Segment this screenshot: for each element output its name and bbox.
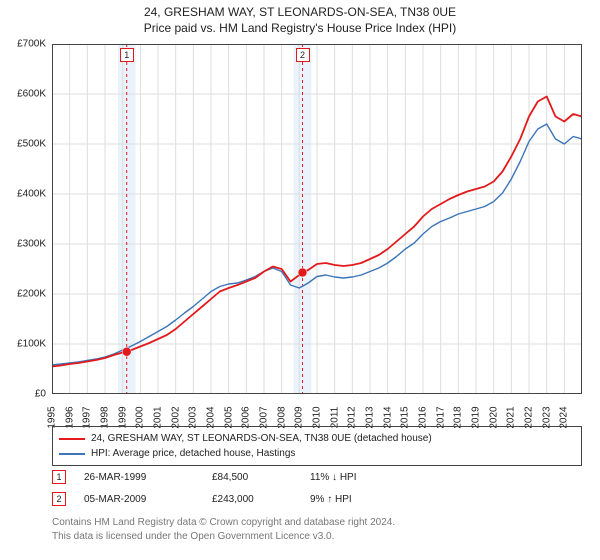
- legend-swatch: [59, 438, 85, 440]
- y-tick-label: £100K: [17, 339, 46, 350]
- sale-row: 1 26-MAR-1999 £84,500 11% ↓ HPI: [52, 466, 582, 488]
- legend-label: 24, GRESHAM WAY, ST LEONARDS-ON-SEA, TN3…: [91, 431, 432, 446]
- y-tick-label: £600K: [17, 89, 46, 100]
- legend-swatch: [59, 453, 85, 455]
- title-block: 24, GRESHAM WAY, ST LEONARDS-ON-SEA, TN3…: [0, 0, 600, 36]
- sale-marker: 2: [52, 492, 66, 506]
- footer-line: Contains HM Land Registry data © Crown c…: [52, 516, 582, 530]
- y-tick-label: £200K: [17, 289, 46, 300]
- sale-price: £84,500: [212, 472, 292, 483]
- y-tick-label: £400K: [17, 189, 46, 200]
- sales-table: 1 26-MAR-1999 £84,500 11% ↓ HPI 2 05-MAR…: [52, 466, 582, 510]
- sale-row: 2 05-MAR-2009 £243,000 9% ↑ HPI: [52, 488, 582, 510]
- sale-marker-flag: 1: [120, 48, 134, 62]
- sale-date: 26-MAR-1999: [84, 472, 194, 483]
- chart-area: £0£100K£200K£300K£400K£500K£600K£700K199…: [52, 44, 582, 394]
- chart-container: 24, GRESHAM WAY, ST LEONARDS-ON-SEA, TN3…: [0, 0, 600, 560]
- title-address: 24, GRESHAM WAY, ST LEONARDS-ON-SEA, TN3…: [0, 4, 600, 20]
- legend-label: HPI: Average price, detached house, Hast…: [91, 446, 295, 461]
- footer-line: This data is licensed under the Open Gov…: [52, 530, 582, 544]
- sale-marker-flag: 2: [296, 48, 310, 62]
- title-subtitle: Price paid vs. HM Land Registry's House …: [0, 20, 600, 36]
- chart-svg: [52, 44, 582, 394]
- sale-price: £243,000: [212, 494, 292, 505]
- y-tick-label: £300K: [17, 239, 46, 250]
- sale-diff: 9% ↑ HPI: [310, 494, 400, 505]
- footer: Contains HM Land Registry data © Crown c…: [52, 516, 582, 543]
- legend-row: 24, GRESHAM WAY, ST LEONARDS-ON-SEA, TN3…: [59, 431, 575, 446]
- y-tick-label: £500K: [17, 139, 46, 150]
- legend-box: 24, GRESHAM WAY, ST LEONARDS-ON-SEA, TN3…: [52, 426, 582, 466]
- sale-marker: 1: [52, 470, 66, 484]
- legend-row: HPI: Average price, detached house, Hast…: [59, 446, 575, 461]
- y-tick-label: £700K: [17, 39, 46, 50]
- sale-diff: 11% ↓ HPI: [310, 472, 400, 483]
- y-tick-label: £0: [35, 389, 46, 400]
- sale-date: 05-MAR-2009: [84, 494, 194, 505]
